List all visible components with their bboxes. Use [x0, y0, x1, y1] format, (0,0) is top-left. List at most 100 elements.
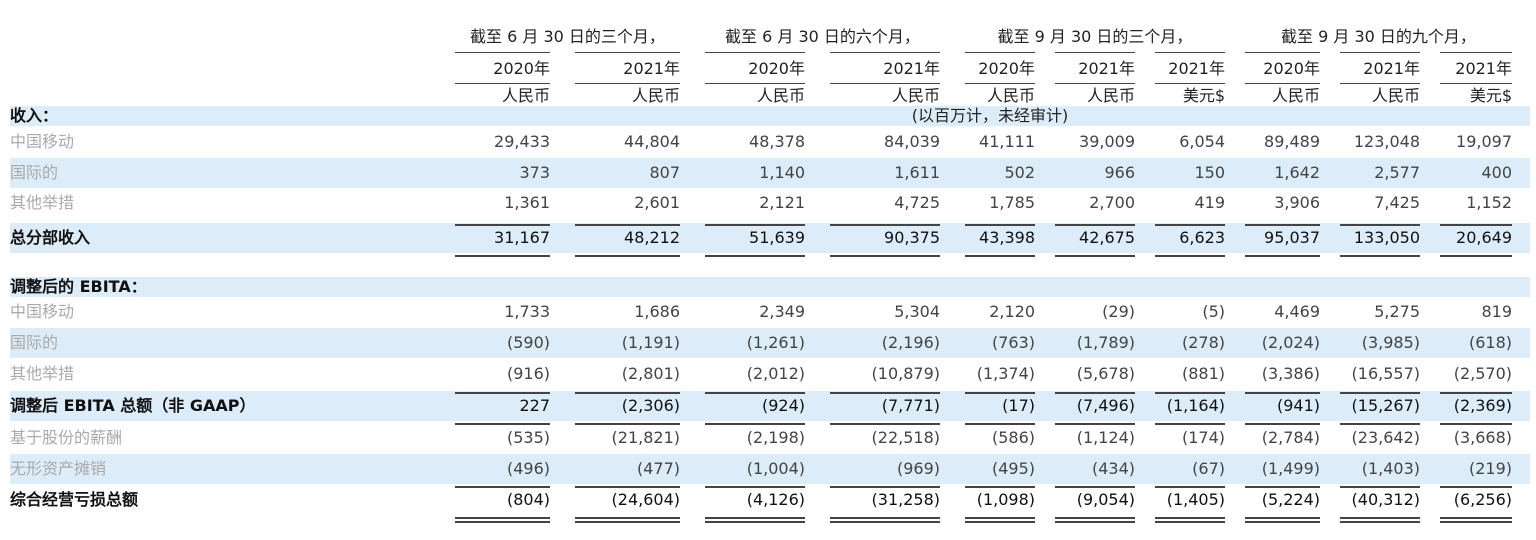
cell: (2,198): [746, 428, 805, 447]
rule: [1155, 486, 1225, 488]
rule: [1155, 255, 1225, 257]
cell: (1,499): [1261, 459, 1320, 478]
year-header: 2021年: [883, 59, 940, 78]
cell: (40,312): [1351, 490, 1420, 509]
cell: 1,140: [759, 163, 805, 182]
rule: [705, 517, 805, 519]
cell: 6,054: [1179, 132, 1225, 151]
rule: [830, 83, 940, 84]
row-label: 国际的: [10, 163, 59, 182]
row-band: [10, 223, 1530, 253]
rule: [830, 52, 940, 53]
cell: (2,012): [746, 364, 805, 383]
cell: (477): [636, 459, 680, 478]
rule: [1440, 521, 1512, 523]
cell: (29): [1102, 302, 1135, 321]
cell: (3,985): [1361, 333, 1420, 352]
cell: (618): [1468, 333, 1512, 352]
rule: [455, 83, 550, 84]
rule: [1055, 52, 1135, 53]
rule: [1155, 224, 1225, 226]
rule: [575, 52, 680, 53]
rule: [455, 486, 550, 488]
currency-header: 人民币: [1086, 86, 1135, 105]
cell: (31,258): [871, 490, 940, 509]
row-label: 中国移动: [10, 302, 75, 321]
cell: (535): [506, 428, 550, 447]
currency-header: 美元$: [1182, 86, 1225, 105]
rule: [1440, 255, 1512, 257]
cell: 51,639: [749, 228, 805, 247]
rule: [1155, 517, 1225, 519]
rule: [965, 392, 1035, 394]
rule: [965, 83, 1035, 84]
cell: (969): [896, 459, 940, 478]
rule: [965, 255, 1035, 257]
cell: 807: [649, 163, 680, 182]
rule: [575, 83, 680, 84]
rule: [965, 224, 1035, 226]
rule: [1055, 517, 1135, 519]
row-band: [10, 454, 1530, 484]
cell: (2,801): [621, 364, 680, 383]
rule: [830, 423, 940, 425]
rule: [575, 486, 680, 488]
cell: 84,039: [884, 132, 940, 151]
cell: (7,771): [881, 396, 940, 415]
rule: [455, 224, 550, 226]
cell: (1,789): [1076, 333, 1135, 352]
row-band: [10, 158, 1530, 188]
group-header: 截至 6 月 30 日的三个月，: [470, 27, 665, 46]
rule: [1440, 392, 1512, 394]
rule: [1055, 224, 1135, 226]
cell: (15,267): [1351, 396, 1420, 415]
cell: (23,642): [1351, 428, 1420, 447]
rule: [965, 517, 1035, 519]
group-header: 截至 6 月 30 日的六个月，: [725, 27, 920, 46]
cell: (5): [1202, 302, 1225, 321]
cell: 5,304: [894, 302, 940, 321]
cell: (1,261): [746, 333, 805, 352]
currency-header: 人民币: [891, 86, 940, 105]
cell: 1,361: [504, 193, 550, 212]
rule: [1340, 83, 1420, 84]
cell: 95,037: [1264, 228, 1320, 247]
cell: (67): [1192, 459, 1225, 478]
year-header: 2021年: [1363, 59, 1420, 78]
rule: [705, 486, 805, 488]
rule: [1440, 52, 1512, 53]
rule: [575, 517, 680, 519]
cell: (6,256): [1453, 490, 1512, 509]
cell: 4,469: [1274, 302, 1320, 321]
rule: [1340, 255, 1420, 257]
cell: (1,405): [1166, 490, 1225, 509]
cell: (2,306): [621, 396, 680, 415]
rule: [575, 255, 680, 257]
row-label: 其他举措: [10, 364, 75, 383]
cell: 2,601: [634, 193, 680, 212]
rule: [705, 521, 805, 523]
rule: [1245, 224, 1320, 226]
cell: (804): [506, 490, 550, 509]
rule: [1245, 521, 1320, 523]
year-header: 2020年: [748, 59, 805, 78]
rule: [1055, 83, 1135, 84]
cell: 819: [1481, 302, 1512, 321]
group-header: 截至 9 月 30 日的九个月，: [1281, 27, 1476, 46]
currency-header: 美元$: [1469, 86, 1512, 105]
cell: (5,224): [1261, 490, 1320, 509]
cell: 29,433: [494, 132, 550, 151]
rule: [1245, 423, 1320, 425]
cell: (22,518): [871, 428, 940, 447]
rule: [830, 517, 940, 519]
rule: [1245, 52, 1320, 53]
rule: [1245, 255, 1320, 257]
cell: (2,024): [1261, 333, 1320, 352]
rule: [1245, 83, 1320, 84]
cell: 39,009: [1079, 132, 1135, 151]
cell: 2,700: [1089, 193, 1135, 212]
cell: 2,120: [989, 302, 1035, 321]
cell: (1,004): [746, 459, 805, 478]
rule: [575, 521, 680, 523]
